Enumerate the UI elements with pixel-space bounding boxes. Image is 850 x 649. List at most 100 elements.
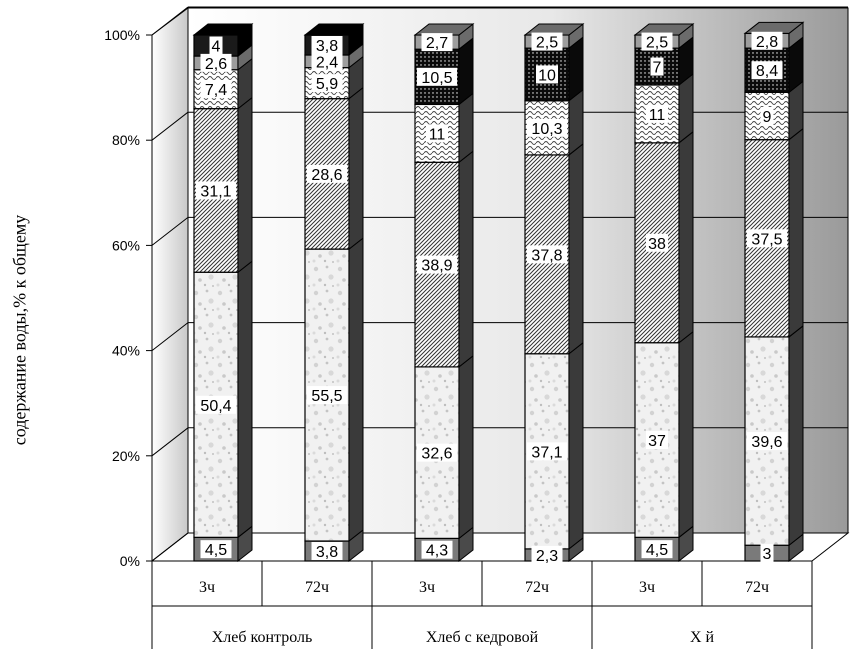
gridline-side bbox=[151, 6, 189, 36]
data-label: 3 bbox=[763, 546, 772, 563]
data-label-bg bbox=[421, 540, 453, 559]
bar-segment-side bbox=[568, 341, 584, 550]
y-tick-label: 60% bbox=[112, 237, 140, 253]
gridline-side bbox=[151, 111, 189, 141]
data-label-bg bbox=[311, 542, 343, 561]
bar-stack bbox=[303, 22, 365, 563]
data-label: 32,6 bbox=[421, 446, 452, 463]
gridline-side bbox=[151, 427, 189, 457]
data-label: 55,5 bbox=[311, 388, 342, 405]
bar-segment-side bbox=[237, 260, 253, 539]
data-label-bg bbox=[417, 255, 457, 274]
data-label-bg bbox=[747, 432, 787, 451]
data-label-bg bbox=[200, 80, 232, 99]
data-label: 4 bbox=[212, 39, 221, 56]
data-label-bg bbox=[527, 442, 567, 461]
chart-back-wall bbox=[187, 7, 849, 534]
chart-floor bbox=[150, 532, 850, 562]
data-label: 4,5 bbox=[646, 542, 668, 559]
x-tick-label: 3ч bbox=[199, 579, 215, 596]
data-label: 10 bbox=[538, 67, 556, 84]
data-label-bg bbox=[311, 74, 343, 93]
bar-stack bbox=[413, 22, 475, 563]
data-label: 3,8 bbox=[316, 38, 338, 55]
chart-side-wall bbox=[151, 7, 189, 563]
bar-segment-side bbox=[458, 150, 474, 368]
data-label: 2,5 bbox=[536, 35, 558, 52]
data-label-bg bbox=[527, 245, 567, 264]
bar-segment-side bbox=[678, 72, 694, 144]
data-label: 31,1 bbox=[200, 183, 231, 200]
data-label: 39,6 bbox=[751, 434, 782, 451]
data-label: 38,9 bbox=[421, 258, 452, 275]
y-tick-label: 80% bbox=[112, 132, 140, 148]
data-label-bg bbox=[426, 124, 448, 143]
data-label: 10,3 bbox=[531, 121, 562, 138]
bar-stack bbox=[192, 22, 254, 563]
data-label: 9 bbox=[763, 109, 772, 126]
data-label: 37 bbox=[648, 433, 666, 450]
data-label-bg bbox=[760, 544, 774, 563]
data-label: 3,8 bbox=[316, 544, 338, 561]
data-label: 37,8 bbox=[531, 247, 562, 264]
data-label: 2,8 bbox=[756, 34, 778, 51]
data-label-bg bbox=[751, 61, 783, 80]
data-label-bg bbox=[200, 540, 232, 559]
gridline-side bbox=[151, 322, 189, 351]
bar-segment-side bbox=[348, 86, 364, 251]
data-label: 37,1 bbox=[531, 444, 562, 461]
y-tick-label: 100% bbox=[104, 27, 140, 43]
data-label-bg bbox=[311, 35, 343, 54]
data-label-bg bbox=[641, 32, 673, 51]
x-tick-label: 72ч bbox=[745, 579, 769, 596]
data-label: 2,6 bbox=[205, 56, 227, 73]
bar-top-face bbox=[303, 23, 365, 36]
data-label: 2,5 bbox=[646, 35, 668, 52]
data-label-bg bbox=[527, 118, 567, 137]
data-label-bg bbox=[751, 31, 783, 50]
bar-stack bbox=[523, 22, 585, 563]
data-label: 2,3 bbox=[536, 548, 558, 565]
y-tick-label: 20% bbox=[112, 448, 140, 464]
x-tick-label: 72ч bbox=[305, 579, 329, 596]
bar-segment-side bbox=[788, 324, 804, 547]
group-label: Хлеб контроль bbox=[212, 629, 313, 646]
data-label-bg bbox=[417, 443, 457, 462]
data-label: 2,4 bbox=[316, 54, 338, 71]
data-label-bg bbox=[196, 181, 236, 200]
group-label: Х й bbox=[690, 629, 715, 646]
data-label-bg bbox=[760, 107, 774, 126]
gridline-side bbox=[151, 532, 189, 562]
data-label-bg bbox=[646, 431, 668, 450]
bar-segment-side bbox=[678, 330, 694, 539]
data-label: 11 bbox=[649, 107, 666, 124]
data-label-bg bbox=[650, 57, 664, 76]
data-label-bg bbox=[646, 104, 668, 123]
bar-segment-side bbox=[788, 127, 804, 338]
data-label: 8,4 bbox=[756, 63, 778, 80]
bar-segment-side bbox=[348, 237, 364, 543]
gridline-side bbox=[151, 217, 189, 246]
data-label: 2,7 bbox=[426, 35, 448, 52]
data-label-bg bbox=[196, 395, 236, 414]
data-label: 10,5 bbox=[421, 70, 452, 87]
data-label-bg bbox=[536, 65, 558, 84]
bar-stack bbox=[633, 22, 695, 563]
data-label-bg bbox=[311, 52, 343, 71]
data-label-bg bbox=[209, 36, 223, 55]
data-label-bg bbox=[531, 32, 563, 51]
data-label-bg bbox=[200, 53, 232, 72]
bar-top-face bbox=[192, 23, 254, 36]
x-tick-label: 72ч bbox=[525, 579, 549, 596]
bar-segment-side bbox=[458, 92, 474, 164]
y-tick-label: 40% bbox=[112, 343, 140, 359]
group-label: Хлеб с кедровой bbox=[426, 629, 539, 646]
data-label-bg bbox=[641, 540, 673, 559]
data-label: 4,5 bbox=[205, 542, 227, 559]
bar-segment-side bbox=[237, 96, 253, 274]
data-label: 38 bbox=[648, 236, 666, 253]
data-label-bg bbox=[646, 233, 668, 252]
data-label-bg bbox=[307, 164, 347, 183]
data-label: 11 bbox=[429, 126, 446, 143]
